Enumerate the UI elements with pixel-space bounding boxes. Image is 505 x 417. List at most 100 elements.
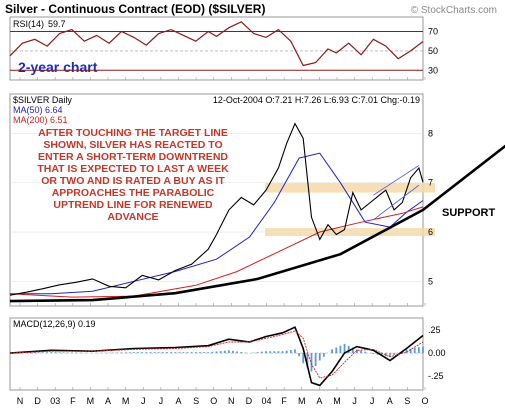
macd-panel: MACD(12,26,9) 0.19 .25 0.00 -.25 <box>9 317 446 391</box>
x-tick-label: F <box>70 396 76 406</box>
price-series-price <box>9 122 424 296</box>
x-tick-label: J <box>370 396 375 406</box>
channel-upper-line <box>373 165 420 196</box>
macd-histogram-bar <box>223 350 226 354</box>
macd-histogram-bar <box>372 353 375 354</box>
annotation-line: OR TWO AND IS RATED A BUY AS IT <box>41 175 225 187</box>
macd-histogram-bar <box>50 352 53 354</box>
x-tick-label: D <box>34 396 41 406</box>
parabolic-trendline <box>9 144 505 303</box>
rsi-tick-label: 50 <box>428 46 438 56</box>
ma200-label: MA(200) 6.51 <box>13 115 68 125</box>
macd-tick-label: .25 <box>428 325 441 335</box>
x-tick-label: O <box>210 396 217 406</box>
macd-tick-label: 0.00 <box>428 348 446 358</box>
macd-histogram-bar <box>211 351 214 354</box>
macd-histogram-bar <box>153 352 156 354</box>
x-tick-label: A <box>316 396 322 406</box>
macd-histogram-bar <box>422 346 424 354</box>
price-tick-label: 8 <box>428 128 433 138</box>
x-tick-label: M <box>333 396 341 406</box>
macd-histogram-bar <box>149 352 152 354</box>
macd-histogram-bar <box>393 353 395 355</box>
price-tick-label: 5 <box>428 276 433 286</box>
channel-lower-line <box>373 184 420 221</box>
macd-histogram-bar <box>384 353 387 357</box>
macd-histogram-bar <box>133 352 135 354</box>
x-tick-label: N <box>17 396 24 406</box>
macd-histogram-bar <box>322 353 325 357</box>
macd-histogram-bar <box>137 352 139 354</box>
macd-histogram-bar <box>285 350 288 354</box>
rsi-panel: RSI(14) 59.7 2-year chart 70 50 30 <box>9 16 438 81</box>
x-tick-label: D <box>246 396 253 406</box>
rsi-tick-label: 70 <box>428 27 438 37</box>
x-tick-label: 03 <box>50 396 60 406</box>
macd-histogram-bar <box>236 351 239 354</box>
support-band <box>265 182 435 193</box>
rsi-tick-label: 30 <box>428 65 438 75</box>
macd-histogram-bar <box>66 352 69 354</box>
macd-histogram-bar <box>174 352 177 354</box>
macd-histogram-bar <box>166 352 168 354</box>
macd-histogram-bar <box>182 352 185 354</box>
macd-histogram-bar <box>376 353 379 355</box>
x-tick-label: M <box>298 396 306 406</box>
rsi-line <box>9 21 424 67</box>
ma50-label: MA(50) 6.64 <box>13 105 63 115</box>
macd-histogram-bar <box>405 349 408 354</box>
watermark: © StockCharts.com <box>411 5 497 16</box>
macd-histogram-bar <box>124 352 127 354</box>
annotation-line: ENTER A SHORT-TERM DOWNTREND <box>38 151 228 163</box>
macd-histogram-bar <box>380 353 383 356</box>
x-tick-label: M <box>122 396 130 406</box>
macd-histogram-bar <box>186 352 189 354</box>
macd-histogram-bar <box>306 353 309 368</box>
x-tick-label: M <box>87 396 95 406</box>
price-panel: 8 7 6 5 $SILVER Daily 12-Oct-2004 O:7.21 H:… <box>9 93 495 307</box>
macd-histogram-bar <box>46 352 49 354</box>
price-tick-label: 7 <box>428 178 433 188</box>
macd-histogram-bar <box>256 352 259 354</box>
annotation-text: AFTER TOUCHING THE TARGET LINE SHOWN, SIL… <box>37 127 229 223</box>
macd-tick-label: -.25 <box>428 371 444 381</box>
chart-title: Silver - Continuous Contract (EOD) ($SIL… <box>5 2 265 16</box>
x-tick-label: S <box>404 396 410 406</box>
x-tick-label: O <box>421 396 428 406</box>
macd-histogram-bar <box>190 352 193 354</box>
macd-histogram-bar <box>409 348 412 354</box>
price-tick-label: 6 <box>428 227 433 237</box>
macd-histogram-bar <box>273 351 276 354</box>
macd-histogram-bar <box>310 353 313 372</box>
macd-line <box>9 326 424 387</box>
macd-histogram-bar <box>232 350 234 354</box>
macd-histogram-bar <box>128 352 131 354</box>
price-series-ma50 <box>10 152 424 295</box>
x-tick-label: F <box>281 396 287 406</box>
macd-histogram-bar <box>178 352 181 354</box>
macd-histogram-bar <box>199 352 201 354</box>
annotation-line: APPROACHES THE PARABOLIC <box>52 187 215 199</box>
macd-histogram-bar <box>62 352 65 354</box>
macd-histogram-bar <box>347 345 350 354</box>
macd-histogram-bar <box>38 352 40 354</box>
macd-histogram-bar <box>331 349 334 354</box>
rsi-label: RSI(14) 59.7 <box>13 19 66 29</box>
macd-histogram-bar <box>289 350 292 354</box>
x-tick-label: J <box>352 396 357 406</box>
annotation-line: UPTREND LINE FOR RENEWED <box>53 199 213 211</box>
macd-histogram-bar <box>244 352 247 354</box>
x-tick-label: A <box>105 396 111 406</box>
price-header-right: 12-Oct-2004 O:7.21 H:7.26 L:6.93 C:7.01 … <box>213 95 420 105</box>
macd-histogram-bar <box>42 352 44 354</box>
macd-histogram-bar <box>269 351 272 354</box>
macd-histogram-bar <box>116 352 119 354</box>
x-tick-label: 04 <box>262 396 272 406</box>
price-panel-frame <box>9 93 424 307</box>
support-label: SUPPORT <box>442 207 495 219</box>
macd-histogram-bar <box>298 353 300 357</box>
x-tick-label: S <box>193 396 199 406</box>
macd-histogram-bar <box>219 351 222 354</box>
annotation-line: SHOWN, SILVER HAS REACTED TO <box>43 139 222 151</box>
